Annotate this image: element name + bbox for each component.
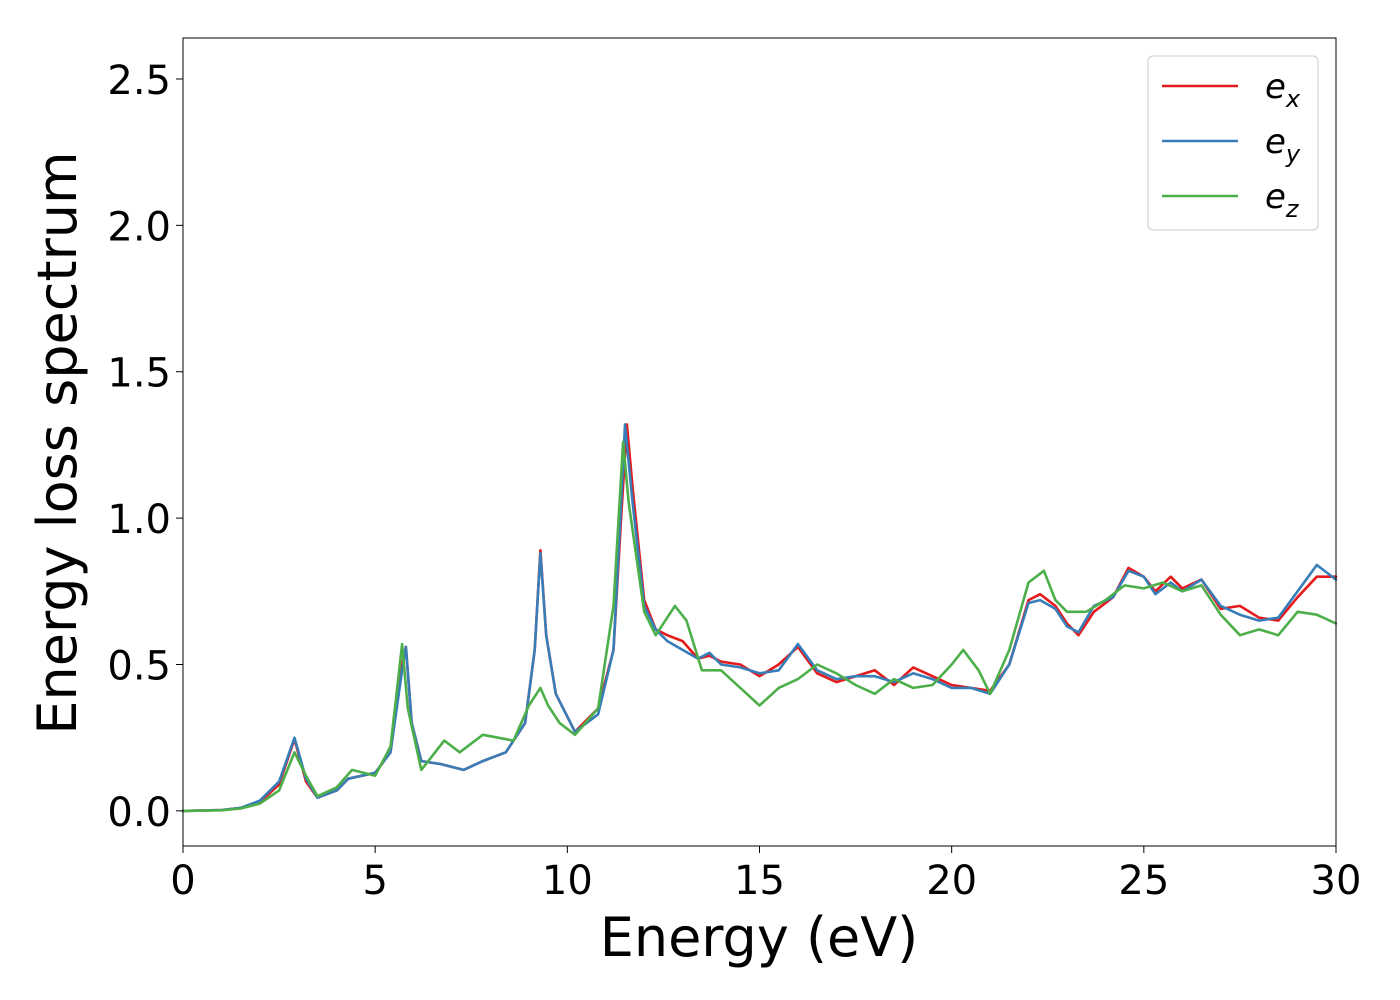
y-tick-label: 0.5	[107, 643, 171, 689]
legend-label-subscript: y	[1285, 140, 1301, 168]
x-tick-label: 30	[1311, 858, 1362, 904]
legend-label-base: e	[1265, 177, 1286, 217]
x-tick-label: 20	[926, 858, 977, 904]
legend-label-subscript: z	[1285, 195, 1300, 223]
x-tick-label: 0	[170, 858, 195, 904]
x-tick-label: 10	[542, 858, 593, 904]
y-tick-label: 0.0	[107, 790, 171, 836]
y-axis: 0.0 0.5 1.0 1.5 2.0 2.5	[107, 58, 183, 836]
plot-area	[181, 37, 1338, 847]
y-tick-label: 1.0	[107, 497, 171, 543]
x-tick-label: 5	[362, 858, 387, 904]
y-axis-title: Energy loss spectrum	[26, 151, 89, 734]
legend-label-y: ey	[1265, 122, 1301, 168]
y-tick-label: 2.5	[107, 58, 171, 104]
series-line-y	[181, 423, 1338, 813]
x-tick-label: 15	[734, 858, 785, 904]
x-axis-title: Energy (eV)	[600, 906, 919, 969]
legend-box	[1147, 55, 1319, 231]
x-tick-label: 25	[1118, 858, 1169, 904]
legend-label-x: ex	[1265, 67, 1301, 113]
legend-label-base: e	[1265, 67, 1286, 107]
legend-label-base: e	[1265, 122, 1286, 162]
x-axis: 0 5 10 15 20 25 30	[170, 846, 1361, 904]
series-line-z	[181, 440, 1338, 813]
legend-label-z: ez	[1265, 177, 1300, 223]
plot-background	[183, 38, 1336, 846]
y-tick-label: 1.5	[107, 351, 171, 397]
legend-label-subscript: x	[1285, 85, 1301, 113]
y-tick-label: 2.0	[107, 204, 171, 250]
